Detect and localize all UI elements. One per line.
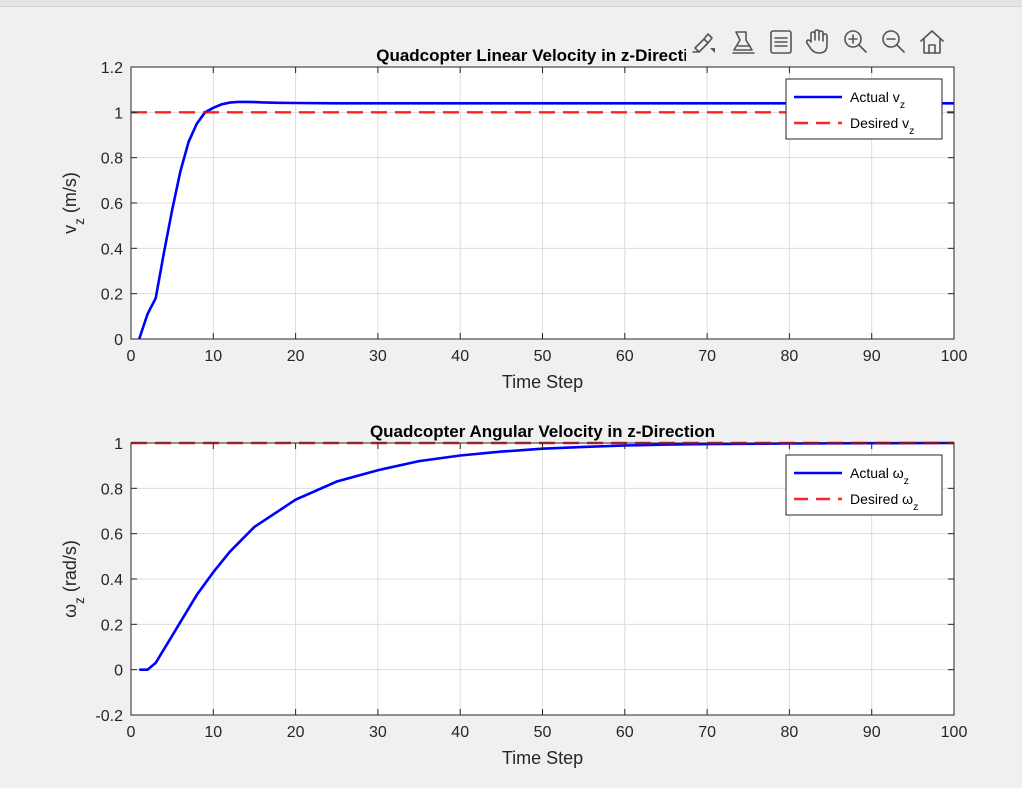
zoom-in-icon[interactable] [844, 30, 867, 53]
legend-label: Actual ωz [850, 465, 909, 487]
legend-label: Desired vz [850, 115, 914, 137]
y-tick-label: 0.4 [101, 241, 123, 258]
x-tick-label: 40 [451, 724, 469, 741]
y-tick-label: 0.2 [101, 617, 123, 634]
y-tick-label: 0.6 [101, 527, 123, 544]
y-tick-label: 0 [114, 332, 123, 349]
x-tick-label: 70 [698, 724, 716, 741]
series-line-actual [137, 100, 954, 340]
y-tick-label: 0.8 [101, 151, 123, 168]
x-tick-label: 50 [534, 348, 552, 365]
legend[interactable]: Actual vz Desired vz [785, 78, 943, 140]
data-tips-icon[interactable] [732, 31, 755, 54]
x-tick-label: 50 [534, 724, 552, 741]
x-tick-label: 70 [698, 348, 716, 365]
brush-icon[interactable] [690, 28, 718, 56]
x-axis-label: Time Step [502, 748, 583, 768]
x-tick-label: 90 [863, 348, 881, 365]
window-top-border [0, 0, 1022, 7]
export-icon[interactable] [770, 30, 792, 54]
y-tick-label: 1 [114, 436, 123, 453]
x-tick-label: 20 [287, 348, 305, 365]
x-tick-label: 20 [287, 724, 305, 741]
x-tick-label: 100 [941, 348, 968, 365]
restore-view-icon[interactable] [920, 30, 944, 54]
x-tick-label: 60 [616, 348, 634, 365]
series-line-actual [139, 441, 954, 671]
legend[interactable]: Actual ωz Desired ωz [785, 454, 943, 516]
y-tick-label: 1.2 [101, 60, 123, 77]
axes-toolbar [686, 24, 954, 62]
x-tick-label: 10 [204, 348, 222, 365]
chart-title: Quadcopter Linear Velocity in z-Directio… [376, 46, 709, 65]
zoom-out-icon[interactable] [882, 30, 905, 53]
legend-label: Actual vz [850, 89, 905, 111]
legend-label: Desired ωz [850, 491, 918, 513]
y-tick-label: 1 [114, 105, 123, 122]
y-tick-label: 0.8 [101, 481, 123, 498]
x-tick-label: 60 [616, 724, 634, 741]
x-tick-label: 30 [369, 348, 387, 365]
x-tick-label: 10 [204, 724, 222, 741]
chart-title: Quadcopter Angular Velocity in z-Directi… [370, 422, 715, 441]
x-tick-label: 0 [127, 348, 136, 365]
chart-2: 0 10 20 30 40 50 60 70 80 90 100-0.200.20.40.60.81… [60, 422, 967, 768]
x-axis-label: Time Step [502, 372, 583, 392]
toolbar-backdrop [686, 24, 954, 62]
x-tick-label: 90 [863, 724, 881, 741]
y-axis-label: ωz (rad/s) [60, 540, 87, 618]
y-tick-label: 0 [114, 663, 123, 680]
x-tick-label: 80 [781, 348, 799, 365]
y-tick-label: 0.2 [101, 287, 123, 304]
x-tick-label: 80 [781, 724, 799, 741]
x-tick-label: 0 [127, 724, 136, 741]
y-axis-label: vz (m/s) [60, 172, 87, 234]
y-tick-label: 0.4 [101, 572, 123, 589]
y-tick-label: -0.2 [95, 708, 123, 725]
x-tick-label: 30 [369, 724, 387, 741]
chart-1: 0 10 20 30 40 50 60 70 80 90 100 0 0.2 0.4 0.6 0.8 1 1.2 T… [60, 46, 967, 392]
y-tick-label: 0.6 [101, 196, 123, 213]
x-tick-label: 100 [941, 724, 968, 741]
pan-icon[interactable] [805, 29, 828, 54]
x-tick-label: 40 [451, 348, 469, 365]
